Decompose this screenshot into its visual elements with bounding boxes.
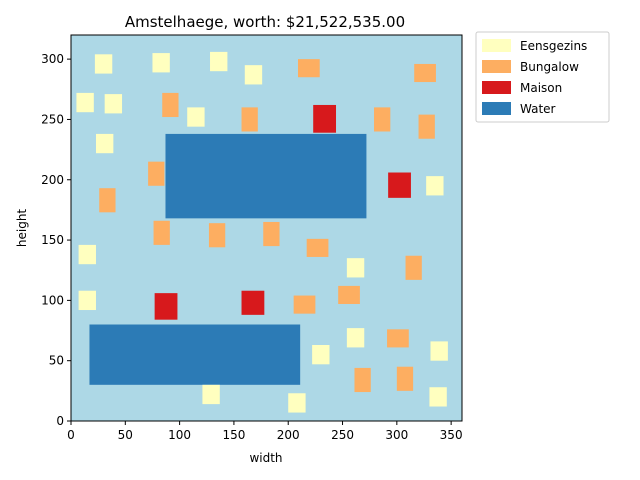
legend: Eensgezins Bungalow Maison Water [475,31,610,123]
legend-swatch [482,39,511,52]
x-tick-label: 200 [277,428,300,442]
legend-label: Maison [520,81,562,95]
house-maison [313,104,337,133]
house-bungalow [297,59,320,78]
legend-swatch [482,81,511,94]
house-bungalow [162,92,179,118]
house-bungalow [405,255,422,280]
house-eensgezins [76,92,94,113]
plot-frame [70,34,463,422]
y-tick-label: 250 [41,112,64,126]
x-tick-label: 150 [222,428,245,442]
house-bungalow [387,329,409,348]
house-eensgezins [288,393,306,413]
house-eensgezins [426,176,444,196]
chart-title: Amstelhaege, worth: $21,522,535.00 [125,13,405,31]
house-eensgezins [94,54,113,74]
legend-label: Bungalow [520,60,579,74]
house-bungalow [153,220,170,245]
house-bungalow [418,114,435,139]
legend-items: Eensgezins Bungalow Maison Water [482,39,587,116]
house-bungalow [263,221,280,247]
legend-swatch [482,102,511,115]
water-area [165,133,367,219]
legend-swatch [482,60,511,73]
house-maison [241,290,265,315]
water-area [89,324,301,385]
legend-label: Water [520,102,556,116]
house-bungalow [208,223,226,248]
house-eensgezins [104,94,123,114]
house-eensgezins [78,290,96,311]
y-axis-ticks: 0 50 100 150 200 250 300 [41,52,71,428]
y-tick-label: 300 [41,52,64,66]
house-eensgezins [202,384,220,405]
x-tick-label: 250 [331,428,354,442]
house-bungalow [396,366,414,391]
y-tick-label: 100 [41,293,64,307]
house-eensgezins [78,244,96,265]
legend-label: Eensgezins [520,39,587,53]
x-axis-label: width [249,451,282,465]
house-eensgezins [210,51,228,72]
house-bungalow [414,63,436,83]
house-layer [76,51,448,413]
house-eensgezins [430,341,448,361]
legend-frame [475,31,610,123]
y-tick-label: 0 [56,414,64,428]
x-tick-label: 300 [385,428,408,442]
house-bungalow [293,295,316,314]
x-axis-ticks: 0 50 100 150 200 250 300 350 [67,421,463,442]
house-bungalow [354,367,371,393]
house-eensgezins [346,258,365,278]
house-bungalow [306,238,329,257]
y-tick-label: 200 [41,173,64,187]
house-eensgezins [187,107,205,127]
house-eensgezins [429,387,447,407]
house-maison [388,172,411,198]
house-eensgezins [95,133,114,154]
house-eensgezins [312,345,330,365]
house-bungalow [374,107,391,132]
house-bungalow [241,107,258,132]
house-eensgezins [346,328,365,348]
house-maison [154,293,178,320]
x-tick-label: 0 [67,428,75,442]
y-tick-label: 150 [41,233,64,247]
house-bungalow [99,188,116,213]
y-axis-label: height [15,209,29,248]
x-tick-label: 50 [118,428,133,442]
x-tick-label: 100 [168,428,191,442]
house-bungalow [338,285,360,304]
x-tick-label: 350 [440,428,463,442]
house-eensgezins [244,65,263,85]
house-bungalow [148,161,165,186]
house-eensgezins [152,53,170,73]
y-tick-label: 50 [49,354,64,368]
water-layer [89,133,367,385]
